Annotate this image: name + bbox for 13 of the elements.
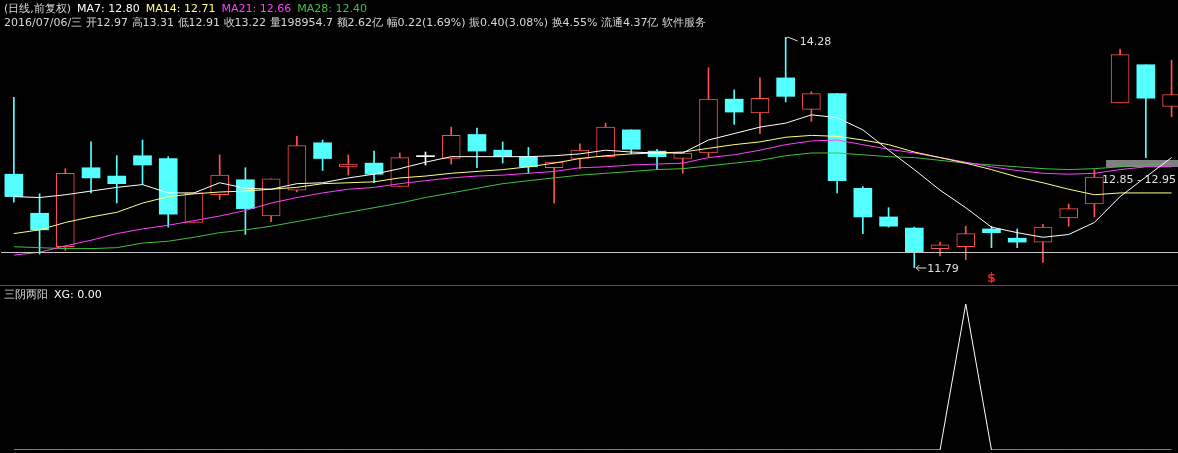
- text: MA7: 12.80: [77, 2, 140, 15]
- text: MA14: 12.71: [145, 2, 216, 15]
- text: MA28: 12.40: [297, 2, 367, 15]
- candlestick: [107, 155, 127, 204]
- chart-title: 三阴两阳: [4, 288, 48, 301]
- annotation: 14.28: [799, 34, 832, 48]
- chart-title: (日线,前复权): [4, 2, 72, 15]
- text: $: [987, 271, 996, 286]
- text: XG: 0.00: [54, 288, 102, 301]
- candlestick: [4, 96, 24, 203]
- annotation: 11.79: [927, 261, 959, 275]
- chart-subtitle: 2016/07/06/三 开12.97 高13.31 低12.91 收13.22 量198954.7 额2.62亿 幅0.22(1.69%) 振0.40(3.08%) 换4.55% 流通4.37亿 软件服务: [4, 16, 706, 29]
- text: MA21: 12.66: [221, 2, 292, 15]
